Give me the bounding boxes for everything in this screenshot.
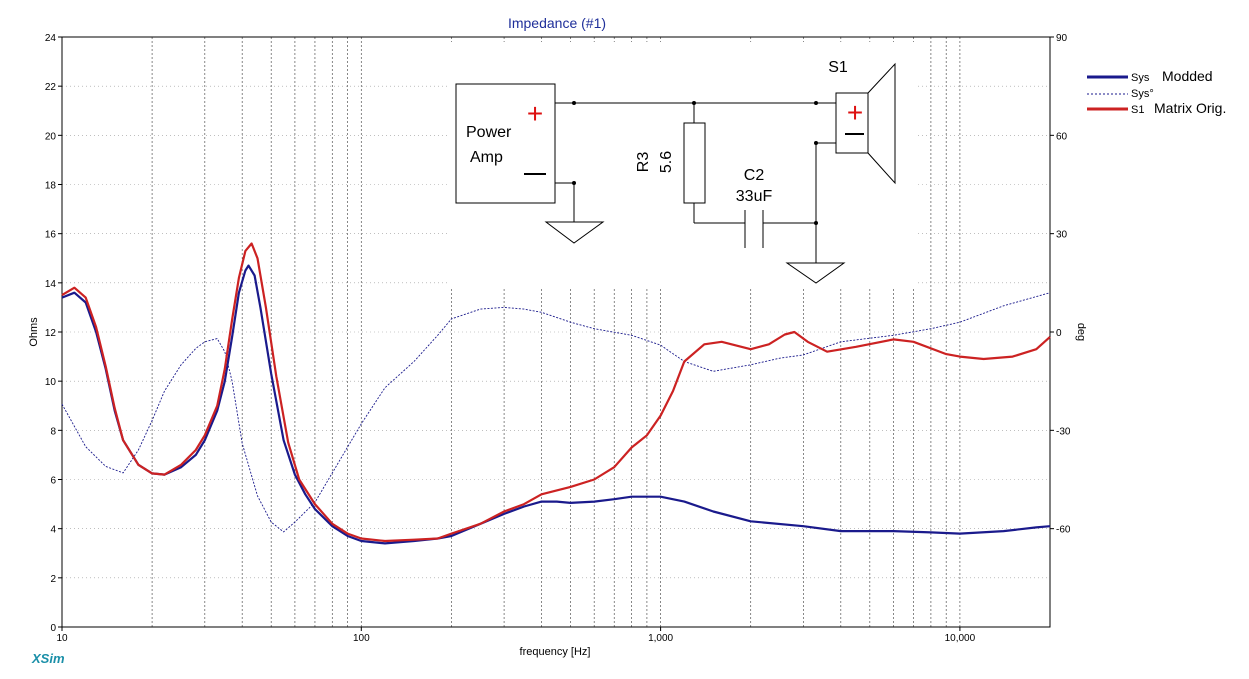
circuit-schematic: Power Amp + R3 5.6 C2 33uF + S1 [450, 42, 916, 288]
y-tick-label: 24 [45, 33, 57, 44]
x-axis-label: frequency [Hz] [520, 646, 591, 658]
legend: Sys Modded Sys° S1 Matrix Orig. [1087, 68, 1226, 116]
y2-tick-label: 60 [1056, 131, 1068, 142]
speaker-name: S1 [828, 59, 848, 76]
y-tick-label: 2 [50, 574, 56, 585]
y-tick-label: 12 [45, 328, 57, 339]
x-tick-label: 10 [56, 633, 68, 644]
series-line-modded [61, 264, 1051, 545]
resistor-value: 5.6 [658, 151, 675, 173]
speaker-body [835, 92, 869, 154]
power-amp-box [455, 83, 556, 204]
y-tick-label: 14 [45, 279, 57, 290]
y-tick-label: 16 [45, 230, 57, 241]
y2-tick-label: -60 [1056, 525, 1071, 536]
ground-symbol-speaker [785, 262, 846, 284]
y-tick-label: 10 [45, 377, 57, 388]
speaker-cone [867, 62, 896, 185]
legend-label-sys-phase: Sys° [1131, 88, 1154, 100]
capacitor-name: C2 [744, 167, 765, 184]
resistor-r3 [683, 122, 706, 204]
x-tick-label: 100 [353, 633, 370, 644]
capacitor-value: 33uF [736, 188, 773, 205]
y-tick-label: 22 [45, 82, 57, 93]
junction-dot [572, 181, 576, 185]
legend-prefix-matrix: S1 [1131, 104, 1144, 116]
x-tick-label: 1,000 [648, 633, 673, 644]
y-axis-label: Ohms [28, 317, 40, 347]
y2-tick-label: 0 [1056, 328, 1062, 339]
amp-plus-sign: + [527, 98, 543, 129]
y-tick-label: 4 [50, 525, 56, 536]
legend-prefix-modded: Sys [1131, 72, 1150, 84]
y2-tick-label: -30 [1056, 426, 1071, 437]
y2-tick-label: 30 [1056, 230, 1068, 241]
power-amp-label-2: Amp [470, 149, 503, 166]
junction-dot [814, 141, 818, 145]
x-tick-label: 10,000 [945, 633, 976, 644]
x-axis-ticks: 10 100 1,000 10,000 [56, 627, 976, 644]
series-line-sys-phase [61, 292, 1051, 533]
y-tick-label: 8 [50, 426, 56, 437]
y2-tick-label: 90 [1056, 33, 1068, 44]
series-layer [61, 242, 1051, 545]
speaker-plus-sign: + [847, 97, 863, 128]
y-tick-label: 18 [45, 181, 57, 192]
resistor-name: R3 [635, 152, 652, 173]
xsim-brand: XSim [31, 651, 65, 666]
ground-symbol-amp [544, 221, 605, 244]
power-amp-label-1: Power [466, 124, 512, 141]
legend-label-matrix: Matrix Orig. [1154, 100, 1226, 116]
chart-title: Impedance (#1) [508, 15, 606, 31]
y-tick-label: 20 [45, 131, 57, 142]
y2-axis-label: deg [1075, 323, 1087, 341]
y-tick-label: 0 [50, 623, 56, 634]
series-line-matrix-orig [61, 242, 1051, 543]
junction-dot [572, 101, 576, 105]
y-tick-label: 6 [50, 476, 56, 487]
y2-axis-ticks: 90 60 30 0 -30 -60 [1050, 33, 1071, 536]
legend-label-modded: Modded [1162, 68, 1213, 84]
